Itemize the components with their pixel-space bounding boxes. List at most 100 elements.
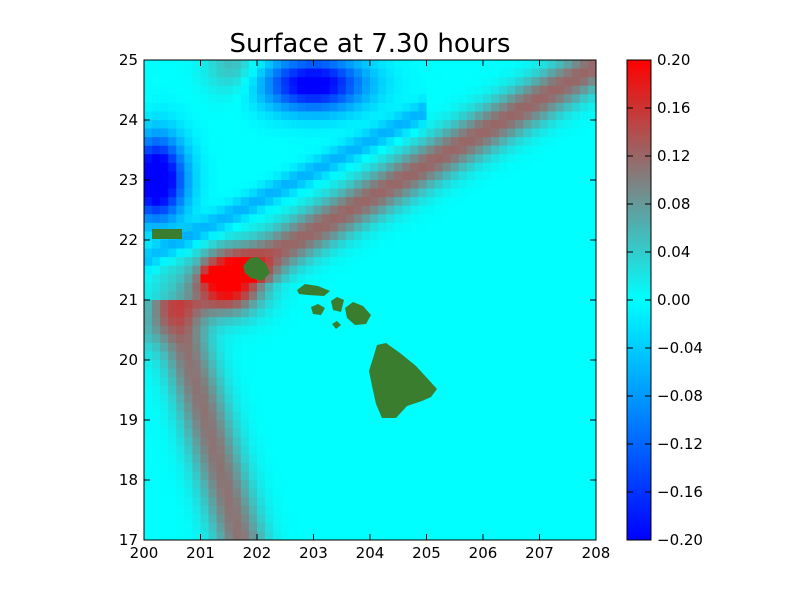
heatmap-cell <box>418 325 428 335</box>
heatmap-cell <box>168 531 177 540</box>
heatmap-cell <box>442 445 452 455</box>
heatmap-cell <box>297 471 307 481</box>
heatmap-cell <box>515 282 524 293</box>
heatmap-cell <box>289 171 298 181</box>
heatmap-cell <box>418 77 428 87</box>
heatmap-cell <box>329 240 339 250</box>
heatmap-cell <box>305 222 315 233</box>
heatmap-cell <box>474 480 484 490</box>
heatmap-cell <box>345 85 355 95</box>
heatmap-cell <box>378 291 387 301</box>
heatmap-cell <box>353 145 363 155</box>
heatmap-cell <box>474 342 484 353</box>
heatmap-cell <box>216 222 226 233</box>
heatmap-cell <box>224 342 234 353</box>
heatmap-cell <box>378 317 387 327</box>
heatmap-cell <box>547 334 557 344</box>
heatmap-cell <box>523 317 533 327</box>
heatmap-cell <box>434 180 444 190</box>
heatmap-cell <box>555 145 565 155</box>
heatmap-cell <box>152 60 161 70</box>
heatmap-cell <box>337 437 347 447</box>
heatmap-cell <box>378 214 387 224</box>
x-tick-label: 201 <box>186 544 215 562</box>
heatmap-cell <box>547 94 557 104</box>
heatmap-cell <box>281 428 290 438</box>
heatmap-cell <box>224 291 234 301</box>
heatmap-cell <box>499 317 508 327</box>
heatmap-cell <box>321 360 331 370</box>
heatmap-cell <box>176 308 185 318</box>
heatmap-cell <box>329 402 339 413</box>
heatmap-cell <box>232 445 242 455</box>
heatmap-cell <box>257 351 266 361</box>
heatmap-cell <box>321 274 331 284</box>
heatmap-cell <box>297 120 307 130</box>
heatmap-cell <box>539 351 549 361</box>
heatmap-cell <box>353 411 363 421</box>
heatmap-cell <box>257 120 266 130</box>
heatmap-cell <box>370 85 379 95</box>
heatmap-cell <box>184 522 194 533</box>
heatmap-cell <box>555 68 565 78</box>
heatmap-cell <box>515 317 524 327</box>
heatmap-cell <box>579 94 589 104</box>
heatmap-cell <box>248 77 258 87</box>
heatmap-cell <box>313 317 323 327</box>
heatmap-cell <box>386 325 395 335</box>
heatmap-cell <box>547 394 557 404</box>
heatmap-cell <box>539 531 549 540</box>
heatmap-cell <box>200 308 210 318</box>
heatmap-cell <box>200 300 210 310</box>
heatmap-cell <box>410 77 420 87</box>
heatmap-cell <box>587 437 596 447</box>
heatmap-cell <box>483 291 492 301</box>
heatmap-cell <box>547 145 557 155</box>
heatmap-cell <box>289 522 298 533</box>
heatmap-cell <box>442 308 452 318</box>
heatmap-cell <box>563 68 573 78</box>
heatmap-cell <box>305 317 315 327</box>
heatmap-cell <box>273 471 282 481</box>
heatmap-cell <box>442 197 452 207</box>
heatmap-cell <box>410 257 420 267</box>
heatmap-cell <box>426 282 436 293</box>
heatmap-cell <box>248 411 258 421</box>
heatmap-cell <box>208 480 218 490</box>
heatmap-cell <box>370 454 379 464</box>
heatmap-cell <box>265 351 274 361</box>
heatmap-cell <box>321 171 331 181</box>
heatmap-cell <box>200 102 210 113</box>
heatmap-cell <box>483 180 492 190</box>
heatmap-cell <box>329 248 339 258</box>
heatmap-cell <box>563 231 573 241</box>
heatmap-cell <box>442 291 452 301</box>
heatmap-cell <box>337 394 347 404</box>
heatmap-cell <box>216 360 226 370</box>
heatmap-cell <box>321 291 331 301</box>
heatmap-cell <box>523 462 533 473</box>
heatmap-cell <box>410 214 420 224</box>
heatmap-cell <box>579 85 589 95</box>
heatmap-cell <box>313 437 323 447</box>
heatmap-cell <box>265 454 274 464</box>
heatmap-cell <box>240 274 250 284</box>
heatmap-cell <box>224 240 234 250</box>
heatmap-cell <box>418 360 428 370</box>
heatmap-cell <box>587 402 596 413</box>
heatmap-cell <box>240 111 250 121</box>
heatmap-cell <box>208 257 218 267</box>
heatmap-cell <box>394 471 403 481</box>
heatmap-cell <box>289 360 298 370</box>
heatmap-cell <box>450 334 460 344</box>
heatmap-cell <box>450 402 460 413</box>
heatmap-cell <box>329 222 339 233</box>
heatmap-cell <box>555 180 565 190</box>
heatmap-cell <box>305 428 315 438</box>
heatmap-cell <box>563 325 573 335</box>
heatmap-cell <box>329 462 339 473</box>
heatmap-cell <box>265 377 274 387</box>
heatmap-cell <box>289 351 298 361</box>
heatmap-cell <box>297 505 307 515</box>
heatmap-cell <box>184 351 194 361</box>
